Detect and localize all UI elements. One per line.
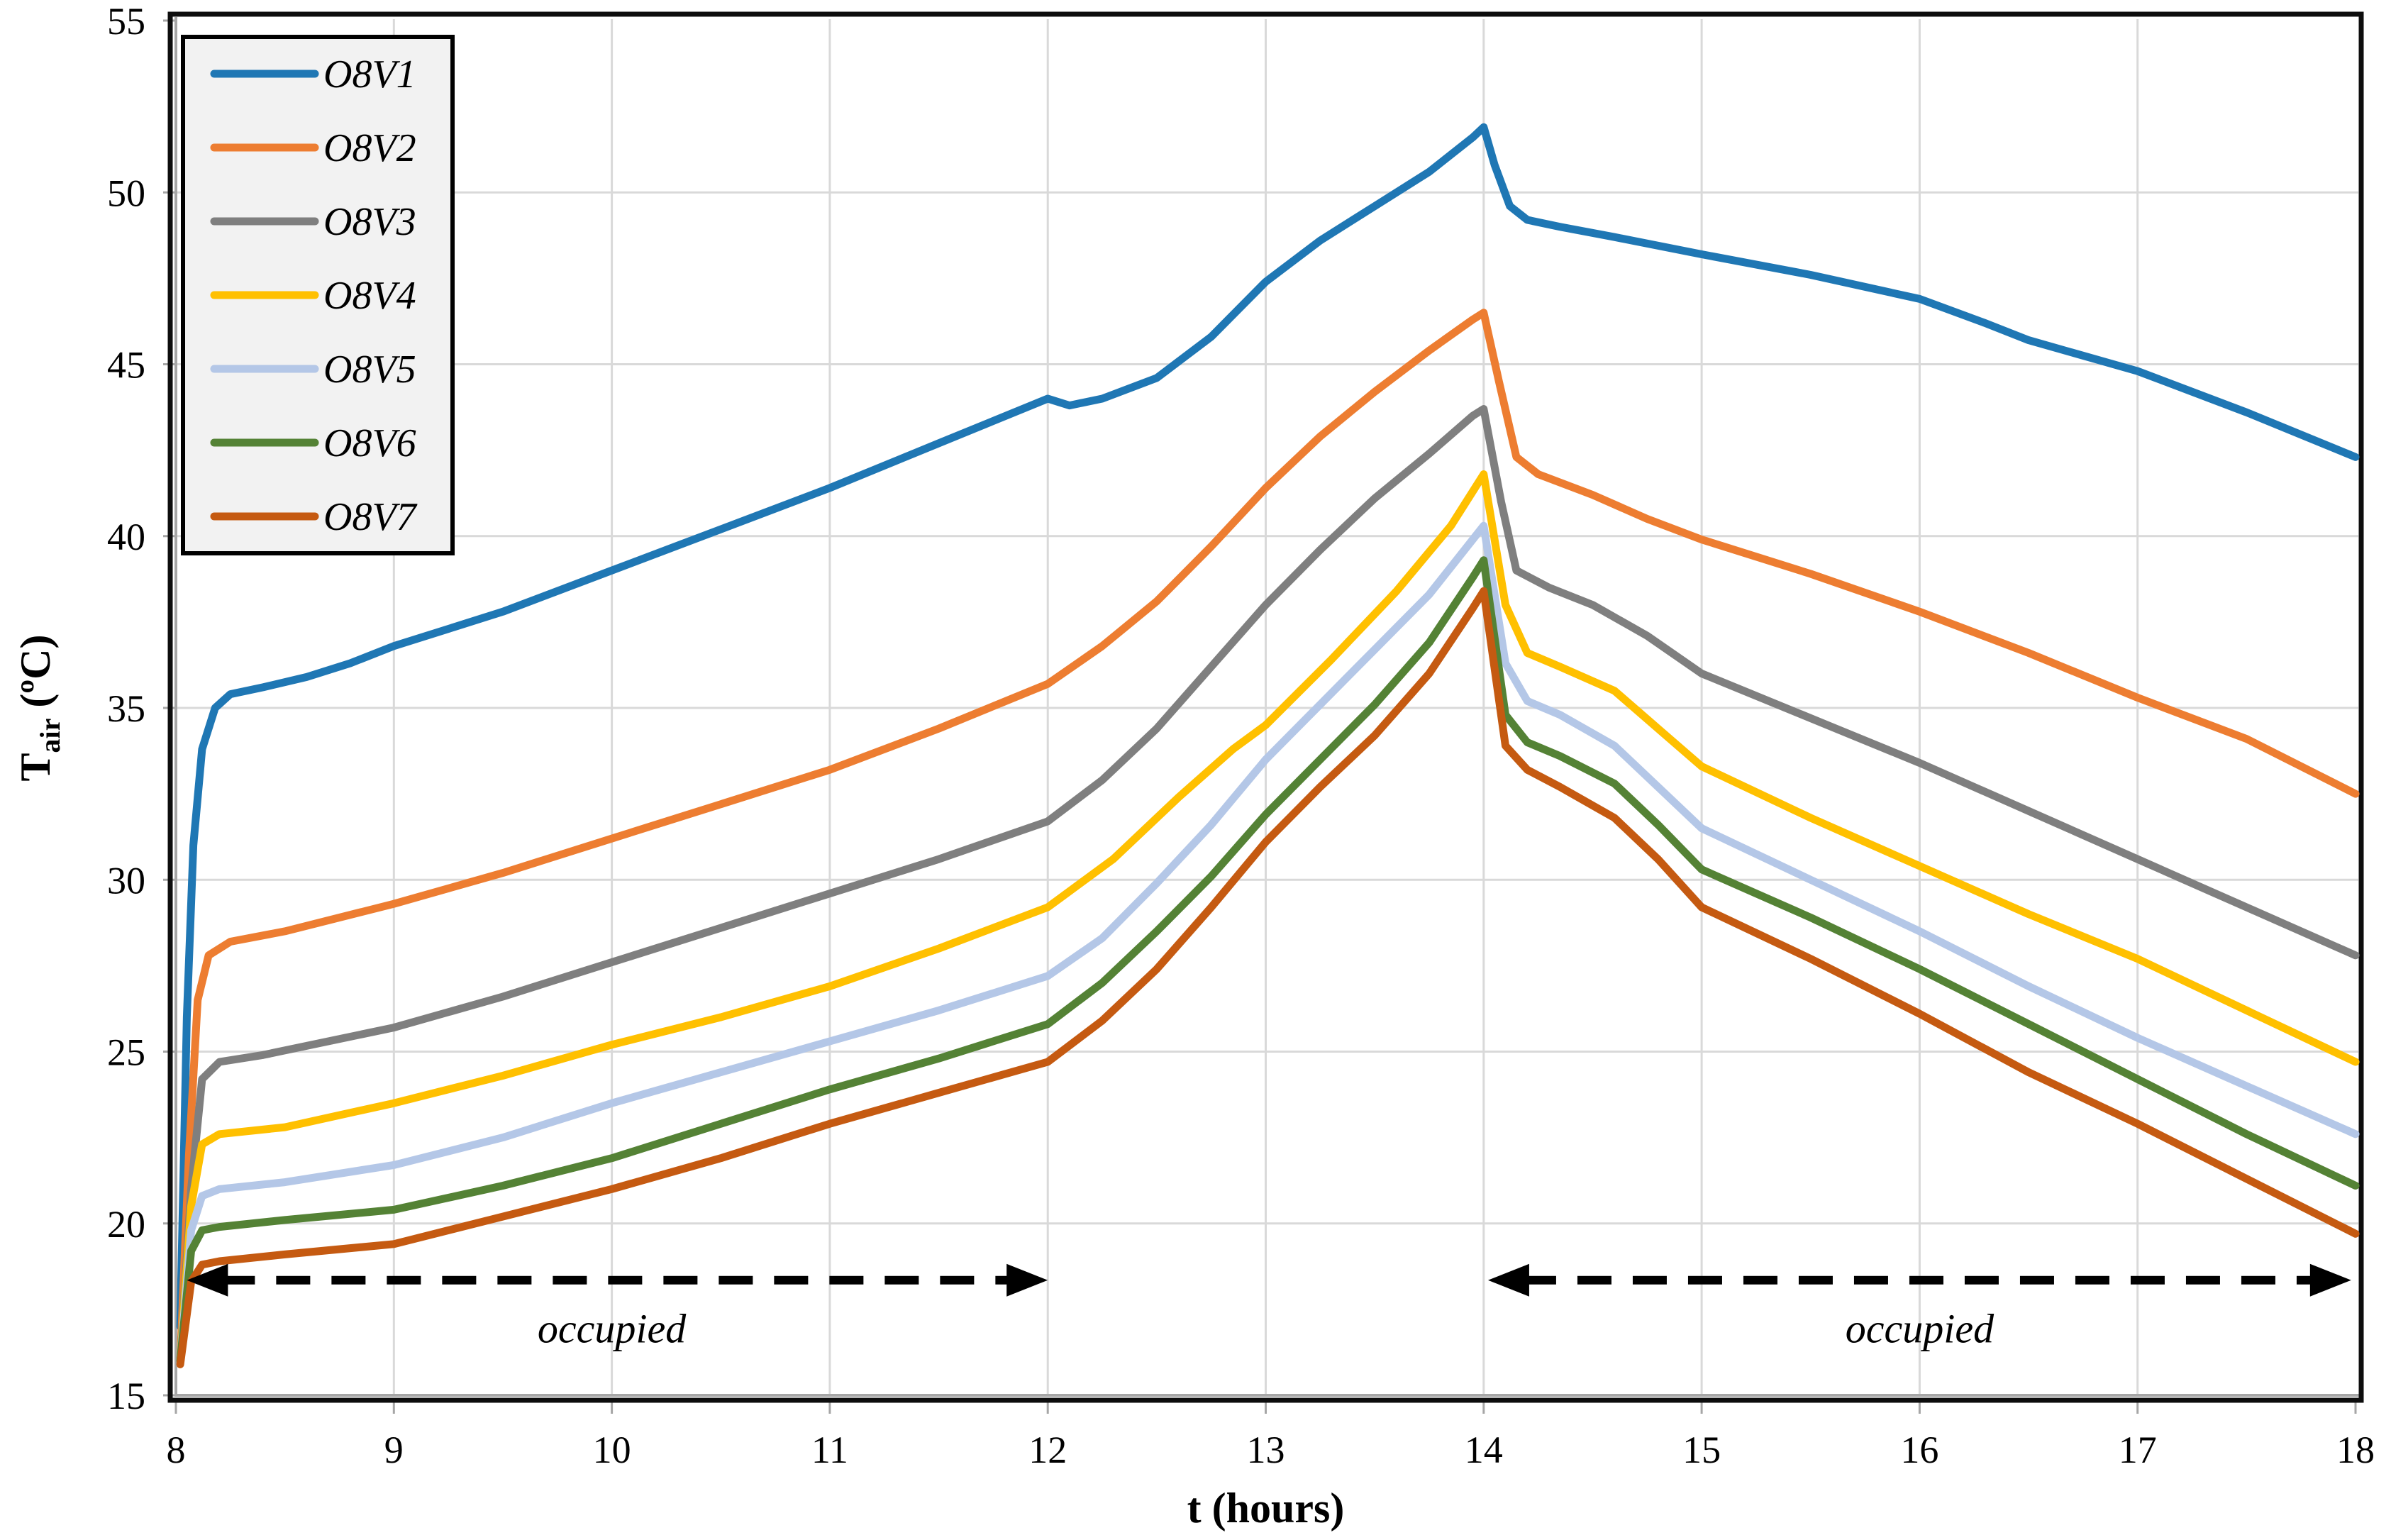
annotation-occupied-1: occupied	[187, 1263, 1048, 1352]
x-tick-label: 14	[1465, 1429, 1503, 1471]
x-tick-label: 18	[2336, 1429, 2375, 1471]
occupied-label: occupied	[538, 1306, 687, 1352]
annotation-occupied-2: occupied	[1487, 1263, 2351, 1352]
series-line-O8V3	[176, 405, 2360, 1365]
arrowhead-right	[2309, 1263, 2351, 1297]
series-line-O8V5	[176, 521, 2360, 1365]
legend-item-O8V7: O8V7	[210, 495, 418, 539]
axes	[163, 17, 2360, 1414]
x-tick-label: 12	[1028, 1429, 1067, 1471]
y-tick-label: 30	[107, 859, 145, 902]
legend-label-O8V2: O8V2	[323, 126, 416, 170]
x-tick-label: 8	[167, 1429, 186, 1471]
y-tick-label: 45	[107, 344, 145, 387]
plot-border	[167, 11, 2364, 1403]
legend-label-O8V7: O8V7	[323, 495, 418, 539]
legend-item-O8V6: O8V6	[210, 421, 416, 465]
y-tick-label: 25	[107, 1031, 145, 1074]
y-tick-label: 35	[107, 687, 145, 730]
legend-item-O8V3: O8V3	[210, 200, 416, 244]
x-axis-title: t (hours)	[1187, 1485, 1345, 1531]
series-line-O8V2	[176, 309, 2360, 1365]
y-axis-title: Tair (ºC)	[12, 634, 66, 781]
x-tick-label: 16	[1900, 1429, 1938, 1471]
legend-label-O8V4: O8V4	[323, 274, 416, 318]
legend-label-O8V6: O8V6	[323, 421, 416, 465]
y-tick-label: 15	[107, 1375, 145, 1417]
y-tick-label: 50	[107, 172, 145, 214]
series-line-O8V7	[176, 587, 2360, 1368]
x-tick-label: 9	[384, 1429, 404, 1471]
arrowhead-left	[1487, 1263, 1529, 1297]
y-tick-label: 20	[107, 1203, 145, 1246]
x-tick-label: 11	[811, 1429, 848, 1471]
legend-item-O8V1: O8V1	[210, 52, 416, 96]
x-tick-label: 10	[593, 1429, 631, 1471]
series-line-O8V4	[176, 470, 2360, 1365]
legend-label-O8V3: O8V3	[323, 200, 416, 244]
y-tick-label: 55	[107, 0, 145, 43]
legend-item-O8V5: O8V5	[210, 348, 416, 392]
legend-item-O8V2: O8V2	[210, 126, 416, 170]
tick-labels: 8 9 10 11 12 13 14 15 16 17 18 15 20 25 30 35 40 45 50 55	[107, 0, 2375, 1471]
x-tick-label: 15	[1682, 1429, 1721, 1471]
legend: O8V1 O8V2 O8V3 O8V4 O8V5 O8V6 O8V7	[181, 35, 455, 555]
series-line-O8V1	[176, 123, 2360, 1331]
x-tick-label: 13	[1247, 1429, 1285, 1471]
legend-label-O8V1: O8V1	[323, 52, 416, 96]
legend-label-O8V5: O8V5	[323, 348, 416, 392]
arrowhead-left	[187, 1263, 228, 1297]
y-tick-label: 40	[107, 516, 145, 558]
occupied-label: occupied	[1846, 1306, 1995, 1352]
arrowhead-right	[1006, 1263, 1048, 1297]
series-line-O8V6	[176, 556, 2360, 1365]
x-tick-label: 17	[2119, 1429, 2157, 1471]
gridlines	[176, 19, 2358, 1395]
legend-item-O8V4: O8V4	[210, 274, 416, 318]
